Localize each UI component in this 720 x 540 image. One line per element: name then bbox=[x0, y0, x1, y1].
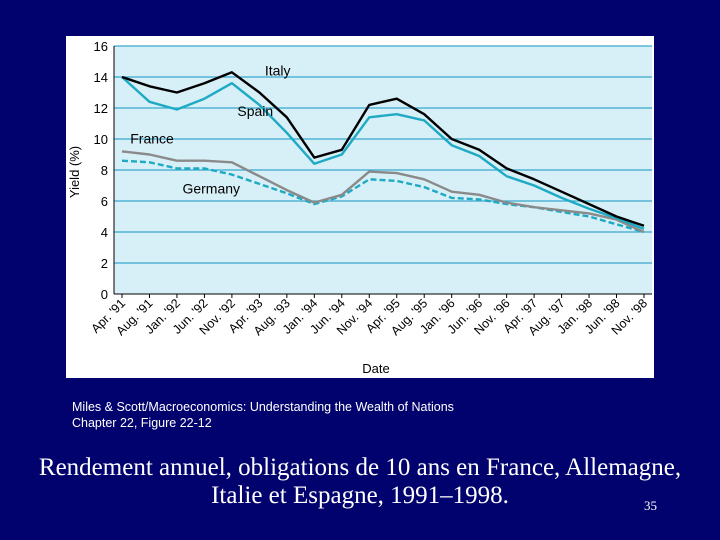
slide-caption: Rendement annuel, obligations de 10 ans … bbox=[20, 454, 700, 510]
credit-line-2: Chapter 22, Figure 22-12 bbox=[72, 416, 212, 430]
series-label-germany: Germany bbox=[182, 180, 240, 196]
x-axis-label: Date bbox=[362, 361, 389, 376]
y-tick-label: 4 bbox=[101, 225, 108, 240]
credit-line-1: Miles & Scott/Macroeconomics: Understand… bbox=[72, 400, 454, 414]
caption-line-1: Rendement annuel, obligations de 10 ans … bbox=[38, 454, 682, 481]
y-axis-label: Yield (%) bbox=[67, 146, 82, 198]
series-line-spain bbox=[121, 76, 645, 231]
series-line-germany bbox=[121, 159, 645, 234]
y-tick-label: 6 bbox=[101, 194, 108, 209]
series-label-france: France bbox=[130, 131, 174, 147]
series-line-italy bbox=[121, 71, 645, 227]
y-tick-label: 14 bbox=[94, 70, 108, 85]
caption-line-2: Italie et Espagne, 1991–1998. bbox=[211, 482, 509, 509]
slide-number: 35 bbox=[644, 498, 657, 513]
y-tick-label: 0 bbox=[101, 287, 108, 302]
y-tick-label: 10 bbox=[94, 132, 108, 147]
grid-layer bbox=[114, 45, 652, 264]
series-label-spain: Spain bbox=[237, 103, 273, 119]
label-layer: Italy Spain France Germany bbox=[130, 62, 290, 196]
series-label-italy: Italy bbox=[265, 62, 291, 78]
chart-figure: Italy Spain France Germany 0 2 4 6 8 10 12 14 16 Apr… bbox=[66, 36, 654, 378]
y-tick-label: 2 bbox=[101, 256, 108, 271]
y-tick-label: 16 bbox=[94, 39, 108, 54]
series-layer bbox=[121, 71, 645, 234]
y-tick-label: 12 bbox=[94, 101, 108, 116]
series-line-france bbox=[121, 150, 645, 234]
y-tick-label: 8 bbox=[101, 163, 108, 178]
